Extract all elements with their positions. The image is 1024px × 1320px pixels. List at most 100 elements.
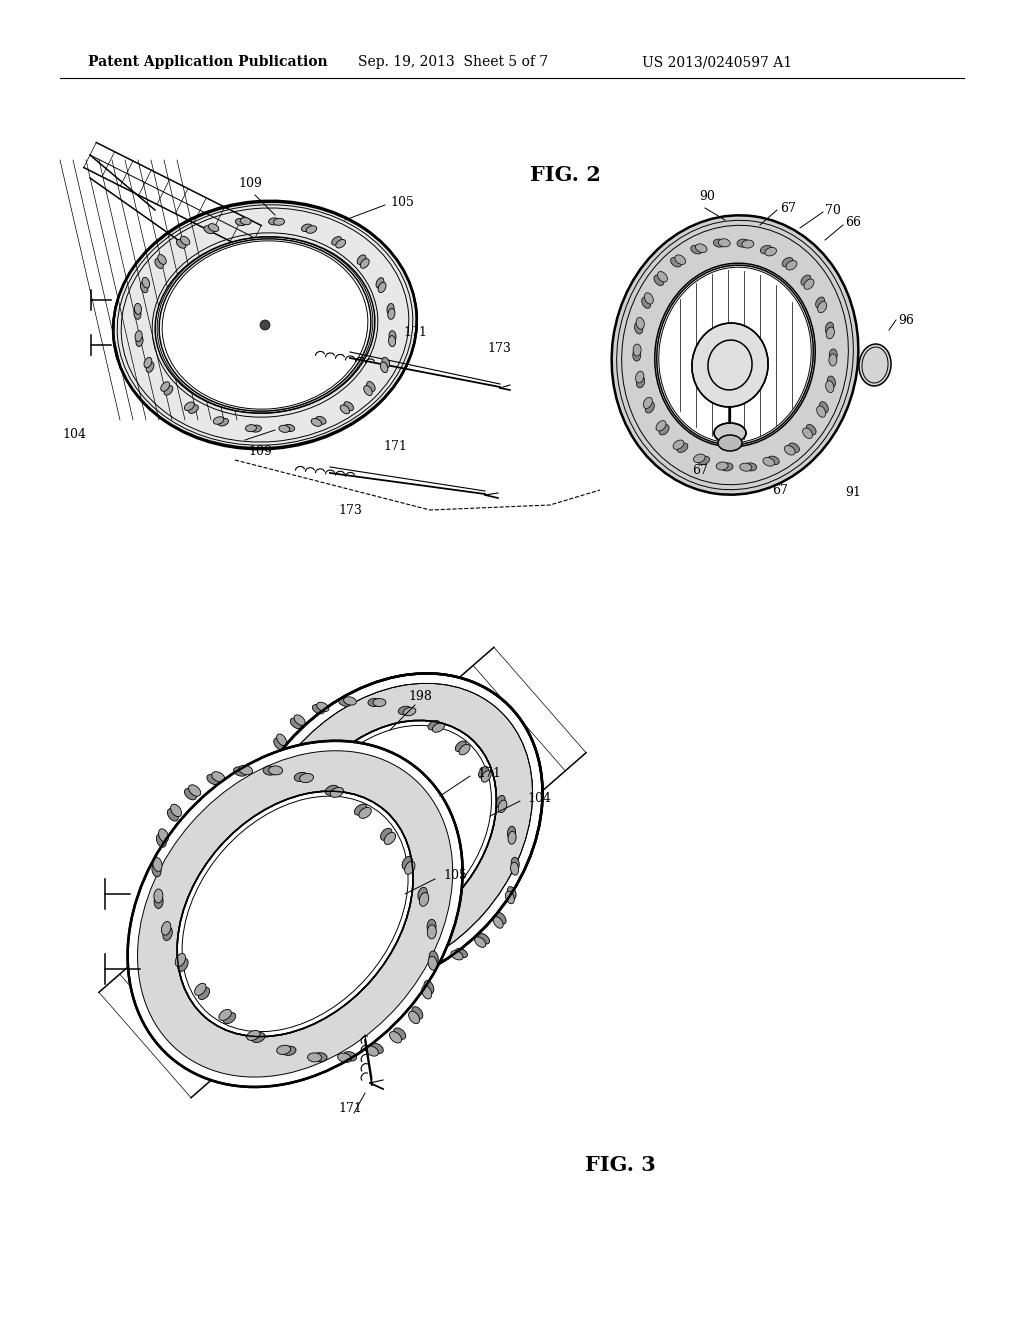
Ellipse shape [424, 957, 436, 965]
Ellipse shape [656, 265, 813, 445]
Ellipse shape [238, 673, 543, 989]
Ellipse shape [161, 381, 170, 391]
Text: US 2013/0240597 A1: US 2013/0240597 A1 [642, 55, 793, 69]
Ellipse shape [388, 309, 395, 319]
Ellipse shape [636, 317, 644, 329]
Ellipse shape [402, 857, 413, 870]
Ellipse shape [276, 1045, 291, 1055]
Ellipse shape [273, 218, 285, 226]
Text: FIG. 3: FIG. 3 [585, 1155, 655, 1175]
Ellipse shape [695, 244, 707, 252]
Ellipse shape [373, 698, 386, 706]
Ellipse shape [162, 921, 171, 935]
Ellipse shape [428, 957, 437, 970]
Ellipse shape [635, 322, 643, 334]
Ellipse shape [817, 407, 825, 417]
Text: 66: 66 [845, 215, 861, 228]
Ellipse shape [177, 791, 413, 1036]
Ellipse shape [817, 301, 826, 313]
Ellipse shape [284, 721, 497, 941]
Ellipse shape [508, 832, 516, 845]
Ellipse shape [195, 983, 206, 995]
Ellipse shape [309, 907, 321, 917]
Ellipse shape [134, 304, 141, 314]
Ellipse shape [784, 446, 795, 455]
Ellipse shape [718, 436, 742, 451]
Ellipse shape [418, 887, 427, 902]
Ellipse shape [326, 785, 339, 795]
Ellipse shape [380, 362, 388, 372]
Ellipse shape [146, 362, 154, 372]
Ellipse shape [239, 766, 253, 775]
Ellipse shape [358, 808, 372, 818]
Ellipse shape [788, 444, 800, 453]
Ellipse shape [340, 405, 350, 413]
Ellipse shape [212, 772, 225, 781]
Ellipse shape [741, 240, 754, 248]
Ellipse shape [451, 950, 463, 960]
Ellipse shape [312, 705, 325, 714]
Ellipse shape [338, 1053, 351, 1063]
Ellipse shape [693, 454, 706, 462]
Text: 105: 105 [443, 870, 467, 882]
Ellipse shape [816, 297, 824, 308]
Ellipse shape [251, 425, 261, 432]
Ellipse shape [801, 275, 811, 285]
Ellipse shape [175, 953, 185, 966]
Ellipse shape [367, 381, 375, 392]
Ellipse shape [163, 927, 172, 941]
Ellipse shape [144, 358, 152, 368]
Ellipse shape [393, 1028, 406, 1039]
Ellipse shape [300, 774, 313, 783]
Ellipse shape [218, 418, 228, 426]
Ellipse shape [388, 335, 395, 347]
Ellipse shape [336, 239, 346, 248]
Ellipse shape [819, 401, 828, 413]
Text: 109: 109 [248, 445, 272, 458]
Ellipse shape [184, 788, 197, 800]
Ellipse shape [207, 775, 220, 784]
Ellipse shape [456, 948, 468, 957]
Ellipse shape [428, 956, 441, 965]
Ellipse shape [159, 829, 169, 842]
Ellipse shape [247, 684, 532, 979]
Text: Patent Application Publication: Patent Application Publication [88, 55, 328, 69]
Ellipse shape [164, 385, 173, 395]
Ellipse shape [184, 403, 195, 411]
Ellipse shape [739, 463, 752, 471]
Ellipse shape [155, 259, 164, 268]
Text: 173: 173 [338, 503, 361, 516]
Ellipse shape [176, 239, 186, 248]
Text: Sep. 19, 2013  Sheet 5 of 7: Sep. 19, 2013 Sheet 5 of 7 [358, 55, 548, 69]
Ellipse shape [289, 880, 298, 891]
Ellipse shape [315, 416, 326, 424]
Ellipse shape [178, 958, 188, 972]
Text: 67: 67 [780, 202, 796, 214]
Ellipse shape [645, 401, 654, 413]
Ellipse shape [803, 428, 812, 438]
Ellipse shape [252, 1032, 265, 1043]
Ellipse shape [307, 1053, 322, 1061]
Ellipse shape [213, 417, 224, 424]
Ellipse shape [698, 457, 710, 465]
Ellipse shape [344, 401, 353, 411]
Ellipse shape [283, 1047, 296, 1056]
Ellipse shape [152, 863, 161, 876]
Ellipse shape [171, 804, 181, 817]
Ellipse shape [180, 236, 189, 246]
Ellipse shape [643, 397, 652, 408]
Ellipse shape [294, 772, 308, 781]
Ellipse shape [825, 322, 834, 334]
Ellipse shape [409, 1011, 420, 1023]
Ellipse shape [394, 956, 407, 964]
Ellipse shape [399, 956, 412, 964]
Ellipse shape [335, 929, 347, 940]
Ellipse shape [782, 257, 793, 267]
Ellipse shape [241, 218, 251, 224]
Ellipse shape [642, 297, 650, 309]
Ellipse shape [264, 763, 272, 776]
Ellipse shape [343, 1052, 356, 1061]
Ellipse shape [128, 741, 463, 1086]
Ellipse shape [714, 422, 746, 444]
Ellipse shape [498, 800, 507, 813]
